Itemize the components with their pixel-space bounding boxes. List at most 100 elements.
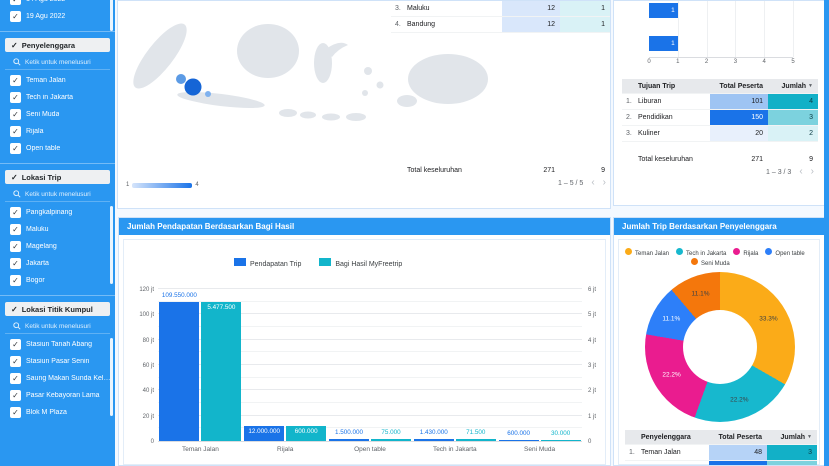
table-header-row[interactable]: Tujuan Trip Total Peserta Jumlah ▼ bbox=[622, 79, 818, 94]
table-header-row[interactable]: Penyelenggara Total Peserta Jumlah ▼ bbox=[625, 430, 817, 445]
total-jumlah: 9 bbox=[601, 167, 605, 174]
col-header-tujuan[interactable]: Tujuan Trip bbox=[638, 82, 676, 90]
filter-option[interactable]: ✓ Blok M Plaza bbox=[0, 404, 115, 421]
checkbox-checked-icon[interactable]: ✓ bbox=[10, 11, 21, 22]
filter-section-header[interactable]: ✓ Lokasi Titik Kumpul bbox=[5, 302, 110, 316]
filter-option[interactable]: ✓ Stasiun Tanah Abang bbox=[0, 336, 115, 353]
filter-search[interactable]: Ketik untuk menelusuri bbox=[5, 318, 110, 334]
checkbox-checked-icon[interactable]: ✓ bbox=[10, 109, 21, 120]
checkbox-checked-icon[interactable]: ✓ bbox=[10, 224, 21, 235]
checkbox-checked-icon[interactable]: ✓ bbox=[10, 75, 21, 86]
filter-option[interactable]: ✓ Tech in Jakarta bbox=[0, 89, 115, 106]
filter-option[interactable]: ✓ Saung Makan Sunda Kelap... bbox=[0, 370, 115, 387]
legend-item[interactable]: Pendapatan Trip bbox=[234, 258, 301, 268]
col-header-peserta[interactable]: Total Peserta bbox=[719, 82, 763, 90]
checkbox-checked-icon[interactable]: ✓ bbox=[10, 258, 21, 269]
filter-option[interactable]: ✓ Pangkalpinang bbox=[0, 204, 115, 221]
row-index: 1. bbox=[626, 98, 632, 105]
col-header-penyelenggara[interactable]: Penyelenggara bbox=[641, 433, 691, 441]
filter-option-date-1[interactable]: ✓ 14 Agu 2022 bbox=[0, 0, 115, 8]
legend-label: Seni Muda bbox=[701, 261, 730, 267]
legend-item[interactable]: Teman Jalan bbox=[625, 248, 669, 257]
bar[interactable] bbox=[201, 302, 242, 441]
table-row[interactable]: 1. Teman Jalan 48 3 bbox=[625, 445, 817, 461]
filter-option[interactable]: ✓ Pasar Kebayoran Lama bbox=[0, 387, 115, 404]
checkbox-checked-icon[interactable]: ✓ bbox=[10, 275, 21, 286]
filter-option[interactable]: ✓ Seni Muda bbox=[0, 106, 115, 123]
filter-option-label: Magelang bbox=[26, 243, 57, 250]
bar[interactable] bbox=[371, 439, 411, 441]
filter-section-header[interactable]: ✓ Penyelenggara bbox=[5, 38, 110, 52]
peserta-cell: 12 bbox=[502, 17, 560, 32]
bar[interactable] bbox=[159, 302, 200, 441]
filter-option[interactable]: ✓ Maluku bbox=[0, 221, 115, 238]
filter-option-date-2[interactable]: ✓ 19 Agu 2022 bbox=[0, 8, 115, 25]
col-header-jumlah[interactable]: Jumlah ▼ bbox=[781, 82, 813, 90]
checkbox-checked-icon[interactable]: ✓ bbox=[10, 356, 21, 367]
bar[interactable] bbox=[498, 440, 539, 441]
filter-option-label: Bogor bbox=[26, 277, 45, 284]
table-row[interactable]: 3. Kuliner 20 2 bbox=[622, 126, 818, 142]
checkbox-checked-icon[interactable]: ✓ bbox=[10, 143, 21, 154]
filter-option[interactable]: ✓ Bogor bbox=[0, 272, 115, 289]
checkbox-checked-icon[interactable]: ✓ bbox=[10, 0, 21, 5]
col-header-jumlah[interactable]: Jumlah ▼ bbox=[780, 433, 812, 441]
filter-option[interactable]: ✓ Stasiun Pasar Senin bbox=[0, 353, 115, 370]
prev-page-icon[interactable]: ‹ bbox=[799, 166, 803, 177]
filter-option-label: Seni Muda bbox=[26, 111, 60, 118]
table-row[interactable]: 2. Tech in Jakarta 150 2 bbox=[625, 461, 817, 465]
table-row[interactable]: 1. Liburan 101 4 bbox=[622, 94, 818, 110]
checkbox-checked-icon[interactable]: ✓ bbox=[10, 241, 21, 252]
bar[interactable] bbox=[329, 439, 369, 441]
indonesia-map[interactable] bbox=[118, 1, 611, 209]
next-page-icon[interactable]: › bbox=[602, 177, 606, 188]
legend-item[interactable]: Rijala bbox=[733, 248, 758, 257]
checkbox-checked-icon[interactable]: ✓ bbox=[10, 126, 21, 137]
filter-option[interactable]: ✓ Jakarta bbox=[0, 255, 115, 272]
checkbox-checked-icon[interactable]: ✓ bbox=[10, 207, 21, 218]
checkbox-checked-icon[interactable]: ✓ bbox=[10, 373, 21, 384]
donut-percent-label: 33.3% bbox=[759, 315, 778, 323]
checkbox-checked-icon[interactable]: ✓ bbox=[10, 339, 21, 350]
table-row[interactable]: 2. Pendidikan 150 3 bbox=[622, 110, 818, 126]
filter-search[interactable]: Ketik untuk menelusuri bbox=[5, 54, 110, 70]
bar[interactable] bbox=[455, 439, 496, 441]
filter-option[interactable]: ✓ Open table bbox=[0, 140, 115, 157]
legend-label: Open table bbox=[775, 251, 805, 257]
legend-item[interactable]: Tech in Jakarta bbox=[676, 248, 726, 257]
col-header-peserta[interactable]: Total Peserta bbox=[718, 433, 762, 441]
filter-option-label: Blok M Plaza bbox=[26, 409, 67, 416]
bar[interactable] bbox=[286, 425, 327, 441]
table-row[interactable]: 4. Bandung 12 1 bbox=[391, 17, 610, 33]
jumlah-cell: 2 bbox=[768, 126, 818, 141]
scrollbar[interactable] bbox=[110, 206, 113, 284]
prev-page-icon[interactable]: ‹ bbox=[591, 177, 595, 188]
bar[interactable]: 1 bbox=[649, 3, 678, 18]
penyelenggara-table: Penyelenggara Total Peserta Jumlah ▼ 1. T… bbox=[625, 430, 817, 465]
jumlah-cell: 4 bbox=[768, 94, 818, 109]
checkbox-checked-icon[interactable]: ✓ bbox=[10, 92, 21, 103]
bar[interactable] bbox=[244, 425, 285, 441]
scrollbar[interactable] bbox=[110, 0, 113, 31]
table-row[interactable]: 3. Maluku 12 1 bbox=[391, 1, 610, 17]
bar[interactable] bbox=[413, 439, 454, 441]
filter-option[interactable]: ✓ Teman Jalan bbox=[0, 72, 115, 89]
grouped-bar-plot[interactable]: 109.550.000 5.477.500 12.000.000 600.000 1.5… bbox=[158, 288, 582, 442]
scrollbar[interactable] bbox=[110, 338, 113, 416]
next-page-icon[interactable]: › bbox=[810, 166, 814, 177]
checkbox-checked-icon[interactable]: ✓ bbox=[10, 390, 21, 401]
filter-section-header[interactable]: ✓ Lokasi Trip bbox=[5, 170, 110, 184]
bar[interactable]: 1 bbox=[649, 36, 678, 51]
filter-search[interactable]: Ketik untuk menelusuri bbox=[5, 186, 110, 202]
filter-option[interactable]: ✓ Magelang bbox=[0, 238, 115, 255]
legend-swatch bbox=[691, 258, 698, 265]
donut-chart[interactable]: 33.3% 22.2% 22.2% 11.1% 11.1% bbox=[645, 272, 795, 422]
bar[interactable] bbox=[540, 440, 581, 441]
legend-item[interactable]: Bagi Hasil MyFreetrip bbox=[319, 258, 402, 268]
checkbox-checked-icon[interactable]: ✓ bbox=[10, 407, 21, 418]
legend-item[interactable]: Open table bbox=[765, 248, 805, 257]
legend-item[interactable]: Seni Muda bbox=[691, 258, 730, 267]
filter-option[interactable]: ✓ Rijala bbox=[0, 123, 115, 140]
peserta-cell: 150 bbox=[710, 110, 768, 125]
